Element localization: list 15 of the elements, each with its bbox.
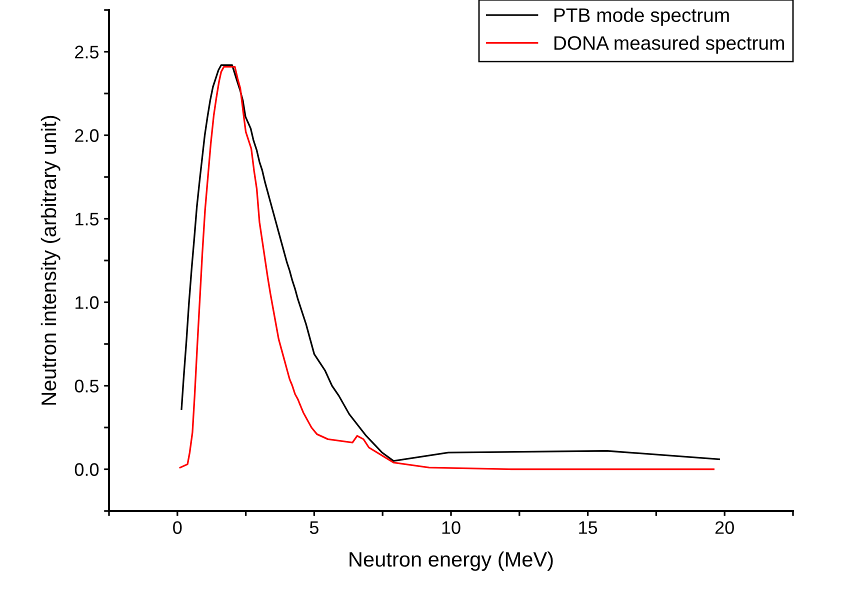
y-tick-label: 2.0 (75, 129, 99, 142)
x-tick-label: 20 (715, 521, 734, 534)
x-tick-label: 5 (310, 521, 318, 534)
x-tick-label: 10 (442, 521, 460, 534)
legend-label: DONA measured spectrum (554, 36, 784, 54)
y-tick-label: 0.5 (74, 380, 99, 392)
y-tick-label: 2.5 (75, 46, 99, 58)
y-tick-label: 1.0 (76, 296, 99, 309)
x-tick-label: 0 (173, 521, 182, 534)
x-axis-title: Neutron energy (MeV) (350, 551, 553, 571)
y-tick-label: 0.0 (74, 463, 99, 476)
y-axis-title: Neutron intensity (arbitrary unit) (40, 116, 60, 405)
y-tick-label: 1.5 (76, 212, 99, 226)
legend-label: PTB mode spectrum (554, 8, 729, 26)
x-tick-label: 15 (579, 521, 598, 534)
